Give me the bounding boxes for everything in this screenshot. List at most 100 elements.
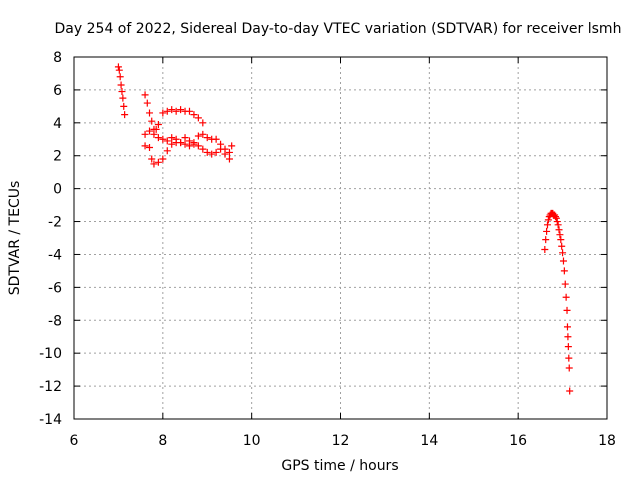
y-tick-label: 6 — [53, 83, 62, 99]
data-point — [141, 91, 149, 99]
x-tick-label: 10 — [243, 433, 261, 449]
data-point — [566, 387, 574, 395]
data-point — [199, 119, 207, 127]
data-point — [559, 249, 567, 257]
y-tick-label: -2 — [48, 215, 62, 231]
data-point — [560, 267, 568, 275]
data-point — [558, 242, 566, 250]
data-point — [159, 109, 167, 117]
y-tick-label: 2 — [53, 149, 62, 165]
data-point — [543, 221, 551, 229]
x-tick-label: 6 — [70, 433, 79, 449]
data-point — [564, 343, 572, 351]
data-point — [146, 109, 154, 117]
data-point — [141, 142, 149, 150]
data-point — [562, 293, 570, 301]
data-point — [556, 231, 564, 239]
data-point — [225, 148, 233, 156]
data-point — [150, 160, 158, 168]
data-point — [121, 111, 129, 119]
data-point — [190, 111, 198, 119]
data-point — [163, 107, 171, 115]
y-tick-label: -10 — [39, 346, 62, 362]
data-point — [177, 106, 185, 114]
data-point — [228, 142, 236, 150]
data-point — [555, 226, 563, 234]
y-tick-label: -12 — [39, 379, 62, 395]
data-point — [119, 94, 127, 102]
data-point — [212, 135, 220, 143]
data-point — [563, 306, 571, 314]
data-point — [212, 148, 220, 156]
data-point — [565, 364, 573, 372]
data-point — [159, 155, 167, 163]
x-axis-label: GPS time / hours — [281, 458, 398, 474]
data-point — [154, 134, 162, 142]
x-tick-label: 18 — [598, 433, 616, 449]
y-axis-label: SDTVAR / TECUs — [7, 181, 23, 296]
data-point — [154, 120, 162, 128]
data-point — [177, 139, 185, 147]
data-point — [163, 137, 171, 145]
data-point — [542, 236, 550, 244]
data-point — [148, 117, 156, 125]
y-tick-label: -4 — [48, 247, 62, 263]
y-tick-labels: -14 -12 -10 -8 -6 -4 -2 0 2 4 6 8 — [39, 50, 62, 428]
data-point — [146, 144, 154, 151]
y-tick-label: 4 — [53, 116, 62, 132]
data-point — [199, 145, 207, 153]
data-point — [115, 66, 123, 74]
x-tick-label: 12 — [332, 433, 350, 449]
data-point — [181, 134, 189, 142]
x-tick-label: 16 — [509, 433, 527, 449]
chart-title: Day 254 of 2022, Sidereal Day-to-day VTE… — [55, 21, 622, 37]
data-point — [152, 125, 160, 133]
data-point — [217, 145, 225, 153]
data-point — [114, 63, 122, 71]
data-point — [194, 142, 202, 150]
data-point — [541, 246, 549, 254]
data-point — [199, 130, 207, 138]
data-point — [551, 213, 559, 221]
data-point — [557, 236, 565, 244]
y-tick-label: -14 — [39, 412, 62, 428]
data-point — [185, 107, 193, 115]
data-point — [116, 73, 124, 81]
x-tick-label: 8 — [158, 433, 167, 449]
data-point — [208, 150, 216, 158]
data-point — [203, 148, 211, 156]
data-point — [159, 135, 167, 143]
data-point — [203, 134, 211, 142]
data-point — [163, 147, 171, 155]
y-tick-label: 8 — [53, 50, 62, 66]
data-point — [565, 354, 573, 362]
data-point — [225, 155, 233, 163]
data-point — [559, 257, 567, 265]
data-point — [150, 130, 158, 138]
data-point — [181, 140, 189, 148]
axis-ticks — [73, 56, 608, 420]
data-point — [561, 280, 569, 288]
data-points — [114, 63, 574, 395]
data-point — [564, 333, 572, 341]
data-point — [154, 158, 162, 166]
y-tick-label: -8 — [48, 313, 62, 329]
x-tick-label: 14 — [420, 433, 438, 449]
data-point — [117, 81, 125, 89]
data-point — [544, 216, 552, 224]
data-point — [543, 227, 551, 235]
data-point — [172, 107, 180, 115]
y-tick-label: -6 — [48, 280, 62, 296]
data-point — [120, 102, 128, 110]
x-tick-labels: 6 8 10 12 14 16 18 — [70, 433, 616, 449]
data-point — [553, 218, 561, 226]
data-point — [143, 99, 151, 107]
grid — [74, 57, 607, 419]
data-point — [554, 221, 562, 229]
data-point — [185, 142, 193, 150]
data-point — [552, 214, 560, 222]
data-point — [194, 114, 202, 122]
data-point — [221, 150, 229, 158]
data-point — [146, 127, 154, 135]
y-tick-label: 0 — [53, 182, 62, 198]
